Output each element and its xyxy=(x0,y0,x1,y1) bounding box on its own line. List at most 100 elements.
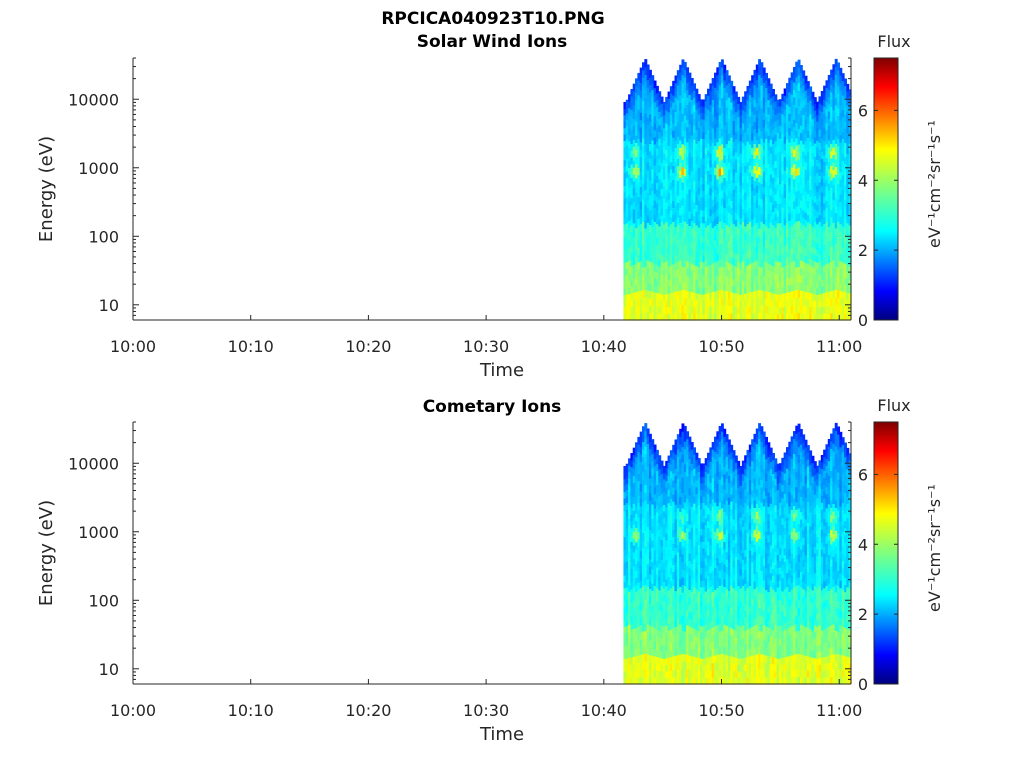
heatmap-cell xyxy=(716,654,720,663)
heatmap-cell xyxy=(727,212,731,220)
heatmap-cell xyxy=(637,131,641,139)
heatmap-cell xyxy=(820,239,824,247)
heatmap-cell xyxy=(630,602,634,610)
heatmap-cell xyxy=(635,199,638,207)
heatmap-cell xyxy=(820,185,824,193)
heatmap-cell xyxy=(783,122,787,130)
heatmap-cell xyxy=(704,220,708,228)
heatmap-cell xyxy=(646,586,650,595)
heatmap-cell xyxy=(697,207,701,215)
heatmap-cell xyxy=(732,230,736,239)
heatmap-cell xyxy=(704,293,708,301)
heatmap-cell xyxy=(676,195,680,204)
heatmap-cell xyxy=(630,548,634,556)
heatmap-cell xyxy=(653,207,657,215)
heatmap-cell xyxy=(672,522,676,530)
heatmap-cell xyxy=(704,253,708,261)
heatmap-cell xyxy=(839,223,843,232)
heatmap-cell xyxy=(642,638,645,647)
heatmap-cell xyxy=(797,304,801,313)
heatmap-cell xyxy=(741,247,745,255)
heatmap-cell xyxy=(660,467,664,475)
heatmap-cell xyxy=(730,256,734,265)
heatmap-cell xyxy=(707,122,710,131)
heatmap-cell xyxy=(806,88,810,96)
heatmap-cell xyxy=(709,628,713,636)
heatmap-cell xyxy=(725,559,729,567)
heatmap-cell xyxy=(702,606,706,614)
heatmap-cell xyxy=(669,525,673,534)
heatmap-cell xyxy=(737,228,741,236)
heatmap-cell xyxy=(625,248,629,256)
heatmap-cell xyxy=(646,548,650,557)
heatmap-cell xyxy=(718,61,722,71)
heatmap-cell xyxy=(816,133,820,141)
heatmap-cell xyxy=(730,228,734,237)
heatmap-cell xyxy=(653,571,657,579)
heatmap-cell xyxy=(625,300,629,308)
heatmap-cell xyxy=(655,113,659,121)
heatmap-cell xyxy=(818,201,822,209)
heatmap-cell xyxy=(799,102,803,111)
x-tick-label: 10:30 xyxy=(463,337,509,356)
heatmap-cell xyxy=(785,208,789,217)
heatmap-cell xyxy=(646,593,650,602)
heatmap-cell xyxy=(725,507,729,516)
heatmap-cell xyxy=(632,614,636,623)
heatmap-cell xyxy=(690,612,694,621)
heatmap-cell xyxy=(651,503,655,512)
heatmap-cell xyxy=(818,162,822,170)
heatmap-cell xyxy=(693,278,697,286)
heatmap-cell xyxy=(669,216,673,225)
heatmap-cell xyxy=(795,206,799,215)
heatmap-cell xyxy=(672,179,676,187)
heatmap-cell xyxy=(716,215,720,224)
heatmap-cell xyxy=(693,250,697,258)
heatmap-cell xyxy=(651,154,655,163)
heatmap-cell xyxy=(827,125,831,134)
heatmap-cell xyxy=(844,92,847,101)
heatmap-cell xyxy=(681,212,685,221)
heatmap-cell xyxy=(709,299,713,307)
heatmap-cell xyxy=(744,306,748,314)
heatmap-cell xyxy=(783,292,787,301)
heatmap-cell xyxy=(625,183,629,192)
heatmap-cell xyxy=(837,213,840,223)
heatmap-cell xyxy=(702,138,706,146)
heatmap-cell xyxy=(662,658,666,666)
heatmap-cell xyxy=(830,84,834,93)
heatmap-cell xyxy=(753,77,757,86)
heatmap-cell xyxy=(623,243,627,251)
heatmap-cell xyxy=(672,312,676,321)
heatmap-cell xyxy=(767,199,771,207)
heatmap-cell xyxy=(709,530,713,539)
heatmap-cell xyxy=(737,142,741,150)
heatmap-cell xyxy=(816,275,820,283)
heatmap-cell xyxy=(686,594,690,603)
heatmap-cell xyxy=(718,92,722,101)
heatmap-cell xyxy=(667,455,671,463)
heatmap-cell xyxy=(834,197,838,206)
heatmap-cell xyxy=(642,494,645,503)
heatmap-cell xyxy=(758,296,762,306)
heatmap-cell xyxy=(725,202,729,211)
heatmap-cell xyxy=(690,555,694,564)
heatmap-cell xyxy=(737,221,741,229)
heatmap-cell xyxy=(697,670,701,678)
heatmap-cell xyxy=(653,94,657,103)
heatmap-cell xyxy=(628,524,631,532)
heatmap-cell xyxy=(658,171,662,180)
heatmap-cell xyxy=(834,135,838,144)
heatmap-cell xyxy=(725,456,729,465)
heatmap-cell xyxy=(797,59,801,68)
heatmap-cell xyxy=(767,149,771,158)
heatmap-cell xyxy=(758,204,762,214)
heatmap-cell xyxy=(746,258,750,266)
heatmap-cell xyxy=(834,220,838,229)
heatmap-cell xyxy=(795,69,799,78)
heatmap-cell xyxy=(802,158,806,167)
heatmap-cell xyxy=(702,235,706,243)
heatmap-cell xyxy=(630,245,634,253)
heatmap-cell xyxy=(690,562,694,571)
heatmap-cell xyxy=(818,234,822,242)
